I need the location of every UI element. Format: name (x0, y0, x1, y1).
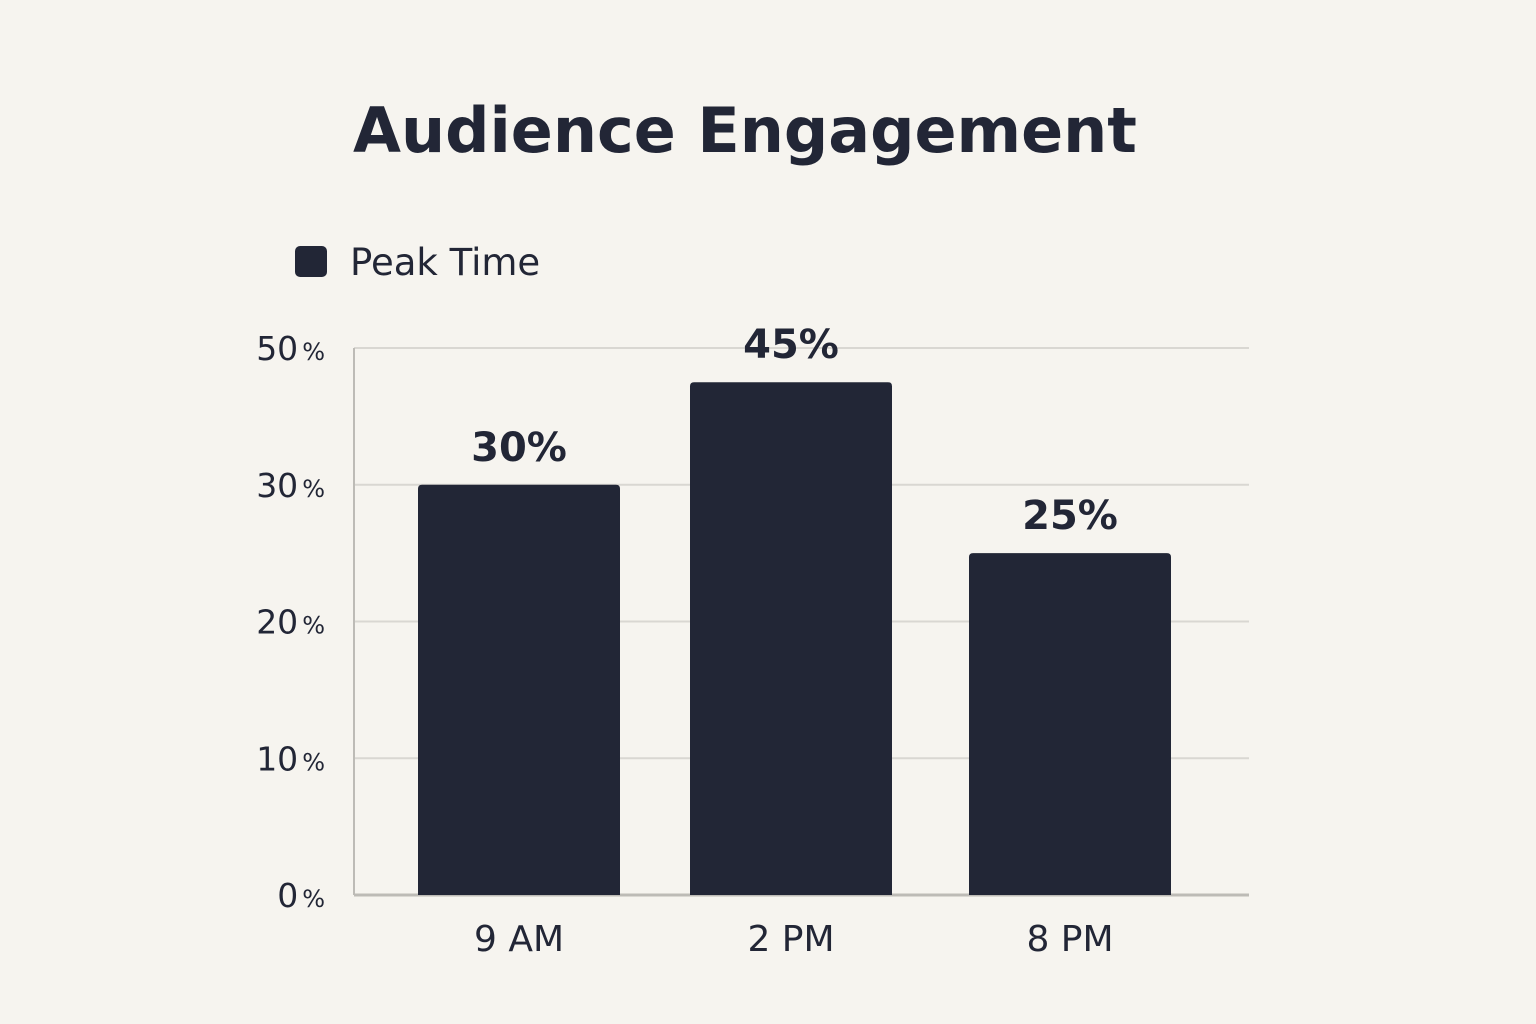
y-tick-label: 50% (256, 329, 325, 368)
y-tick-label: 30% (256, 466, 325, 505)
data-label: 30% (471, 425, 567, 471)
legend-label: Peak Time (350, 241, 540, 284)
bar-9-am (418, 484, 620, 895)
x-tick-label: 2 PM (747, 919, 834, 960)
y-tick-label: 10% (256, 739, 325, 778)
y-tick-label: 20% (256, 603, 325, 642)
bar-8-pm (969, 553, 1171, 895)
bar-2-pm (690, 382, 892, 895)
data-label: 45% (743, 322, 839, 368)
data-label: 25% (1022, 493, 1118, 539)
x-tick-label: 9 AM (474, 919, 564, 960)
y-tick-label: 0% (277, 876, 325, 915)
legend-swatch (295, 246, 327, 277)
x-tick-label: 8 PM (1026, 919, 1113, 960)
legend: Peak Time (295, 241, 540, 284)
chart-title: Audience Engagement (353, 94, 1137, 167)
